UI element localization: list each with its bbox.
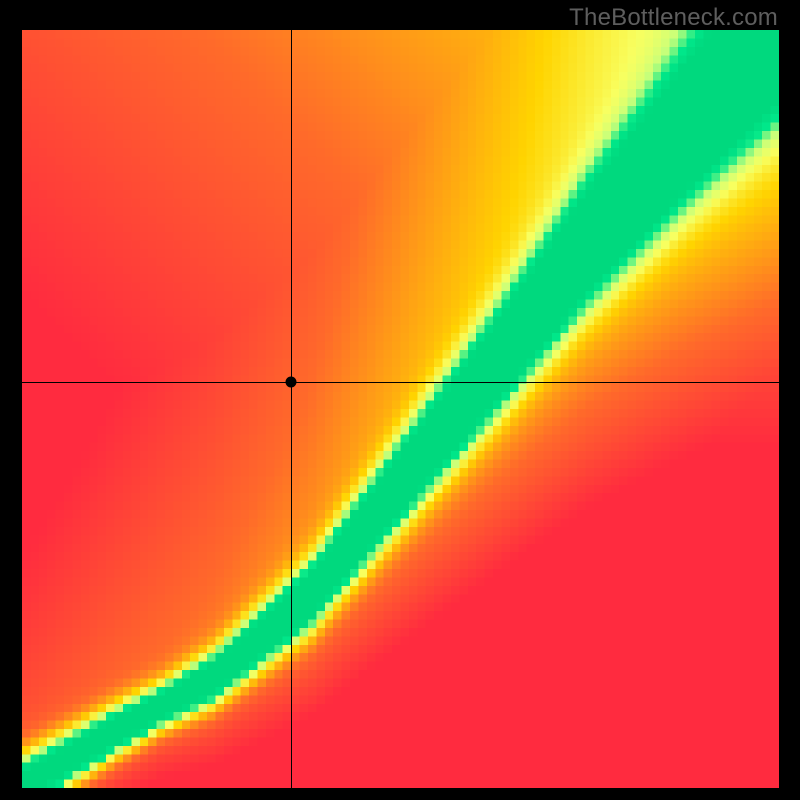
crosshair-horizontal bbox=[22, 382, 779, 383]
heatmap-canvas bbox=[22, 30, 779, 788]
heatmap-plot bbox=[22, 30, 779, 788]
crosshair-marker bbox=[285, 377, 296, 388]
watermark-text: TheBottleneck.com bbox=[569, 4, 778, 32]
crosshair-vertical bbox=[291, 30, 292, 788]
